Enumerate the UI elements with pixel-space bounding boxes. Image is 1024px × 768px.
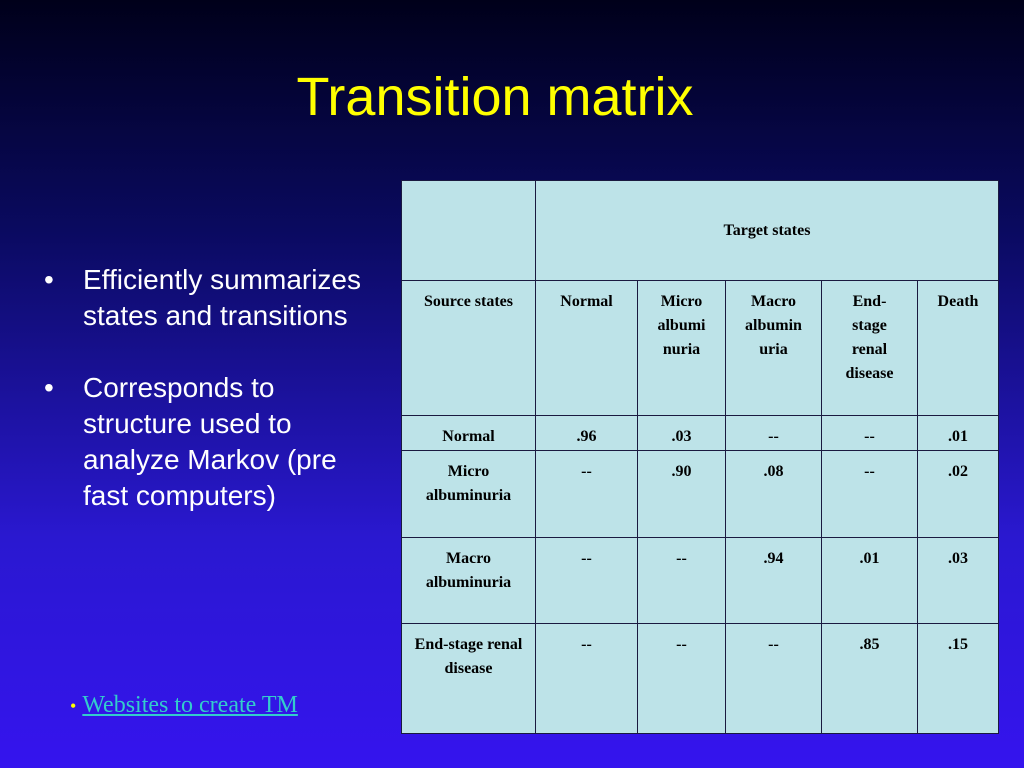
column-line: Source states xyxy=(423,293,514,310)
bullet-list: Efficiently summarizes states and transi… xyxy=(40,262,380,550)
column-header: Micro albumi nuria xyxy=(637,280,726,416)
value-cell: .85 xyxy=(821,623,918,734)
value-cell: -- xyxy=(821,415,918,451)
bullet-item: Efficiently summarizes states and transi… xyxy=(40,262,380,334)
column-line: albumi xyxy=(657,317,706,334)
bullet: • xyxy=(70,696,77,716)
column-header: Normal xyxy=(535,280,638,416)
data-row: End-stage renal disease -- -- -- .85.15 xyxy=(401,623,999,734)
column-line: stage xyxy=(852,317,887,334)
value-cell: -- xyxy=(637,537,726,624)
column-line: albumin xyxy=(745,317,802,334)
slide-title: Transition matrix xyxy=(296,67,694,127)
column-line: Micro xyxy=(660,293,703,310)
column-line: nuria xyxy=(662,341,701,358)
link[interactable]: Websites to create TM xyxy=(82,692,298,718)
data-row: Macro albuminuria -- -- .94.01.03 xyxy=(401,537,999,624)
row-label: Micro albuminuria xyxy=(401,450,536,538)
row-label: Normal xyxy=(401,415,536,451)
column-line: Death xyxy=(937,293,979,310)
value-cell: .15 xyxy=(917,623,999,734)
row-label: End-stage renal disease xyxy=(401,623,536,734)
column-header: End-stage renal disease xyxy=(821,280,918,416)
value-cell: -- xyxy=(535,450,638,538)
column-header: Death xyxy=(917,280,999,416)
data-row: Normal .96.03 -- -- .01 xyxy=(401,415,999,451)
value-cell: .90 xyxy=(637,450,726,538)
column-line: Normal xyxy=(560,293,613,310)
value-cell: .08 xyxy=(725,450,822,538)
column-line: Macro xyxy=(750,293,796,310)
column-row: Source states Normal Micro albumi nuria Macro… xyxy=(401,280,999,416)
column-header: Macro albumin uria xyxy=(725,280,822,416)
row-label: Macro albuminuria xyxy=(401,537,536,624)
transition-table: Target states Source states Normal Micro alb… xyxy=(401,180,999,734)
value-cell: .01 xyxy=(917,415,999,451)
column-line: End- xyxy=(852,293,887,310)
empty-cell xyxy=(401,180,536,281)
column-line: uria xyxy=(759,341,788,358)
value-cell: -- xyxy=(637,623,726,734)
header-row: Target states xyxy=(401,180,999,281)
value-cell: -- xyxy=(725,623,822,734)
value-cell: .96 xyxy=(535,415,638,451)
value-cell: .03 xyxy=(637,415,726,451)
column-line: disease xyxy=(845,365,894,382)
value-cell: .94 xyxy=(725,537,822,624)
value-cell: .01 xyxy=(821,537,918,624)
data-row: Micro albuminuria -- .90.08 -- .02 xyxy=(401,450,999,538)
column-header: Source states xyxy=(401,280,536,416)
value-cell: -- xyxy=(725,415,822,451)
link-line: • Websites to create TM xyxy=(70,692,298,719)
value-cell: -- xyxy=(535,537,638,624)
column-line: renal xyxy=(851,341,888,358)
value-cell: .03 xyxy=(917,537,999,624)
header-cell: Target states xyxy=(535,180,999,281)
value-cell: -- xyxy=(821,450,918,538)
value-cell: -- xyxy=(535,623,638,734)
bullet-item: Corresponds to structure used to analyze… xyxy=(40,370,380,514)
value-cell: .02 xyxy=(917,450,999,538)
